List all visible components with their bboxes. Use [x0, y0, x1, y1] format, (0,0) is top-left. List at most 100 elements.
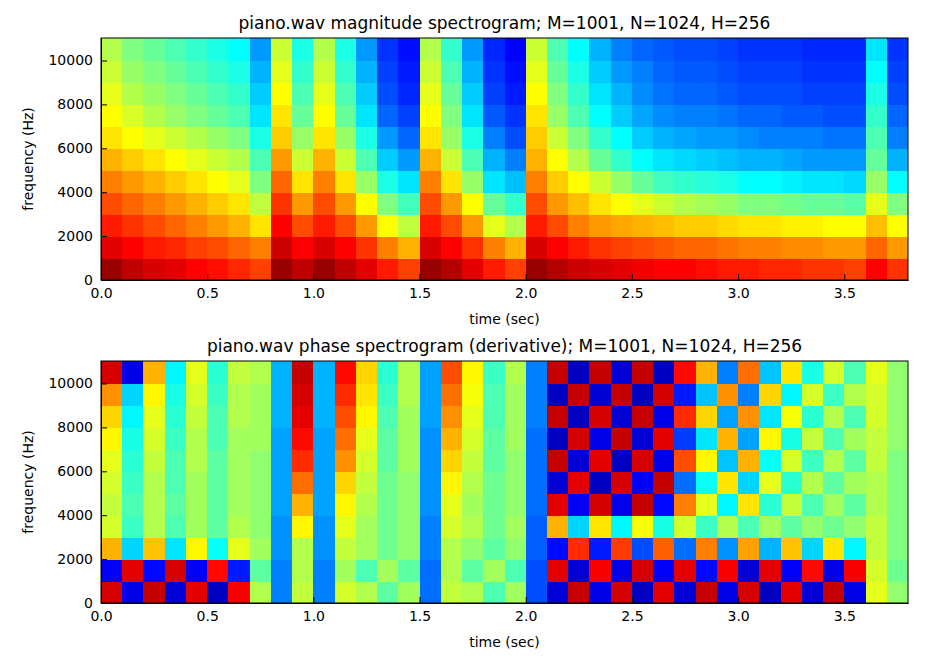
heatmap-cell	[356, 214, 378, 236]
heatmap-cell	[632, 236, 654, 258]
heatmap-cell	[165, 38, 187, 61]
heatmap-cell	[674, 258, 696, 280]
heatmap-cell	[356, 515, 378, 537]
heatmap-cell	[547, 559, 569, 581]
heatmap-cell	[589, 559, 611, 581]
heatmap-cell	[738, 537, 760, 559]
heatmap-cell	[505, 471, 527, 493]
heatmap-cell	[844, 104, 866, 126]
heatmap-cell	[292, 405, 314, 427]
heatmap-cell	[887, 537, 908, 559]
heatmap-cell	[547, 170, 569, 192]
heatmap-cell	[844, 427, 866, 449]
heatmap-cell	[632, 449, 654, 471]
heatmap-cell	[589, 449, 611, 471]
x-tick: 0.5	[197, 274, 219, 301]
heatmap-cell	[335, 170, 357, 192]
heatmap-cell	[271, 427, 293, 449]
heatmap-cell	[547, 104, 569, 126]
heatmap-cell	[759, 559, 781, 581]
heatmap-cell	[611, 60, 633, 82]
heatmap-cell	[292, 258, 314, 280]
heatmap-cell	[589, 170, 611, 192]
heatmap-cell	[250, 192, 272, 214]
heatmap-cell	[653, 104, 675, 126]
heatmap-cell	[165, 361, 187, 384]
heatmap-cell	[759, 537, 781, 559]
heatmap-cell	[887, 361, 908, 384]
x-tick-mark	[313, 274, 314, 280]
heatmap-cell	[377, 493, 399, 515]
heatmap-cell	[844, 471, 866, 493]
heatmap-cell	[611, 361, 633, 384]
heatmap-cell	[887, 148, 908, 170]
y-tick: 0	[84, 272, 107, 288]
heatmap-cell	[292, 126, 314, 148]
heatmap-cell	[228, 126, 250, 148]
heatmap-cell	[547, 427, 569, 449]
x-tick: 3.0	[727, 274, 749, 301]
heatmap-cell	[462, 361, 484, 384]
heatmap-cell	[462, 258, 484, 280]
heatmap-cell	[483, 405, 505, 427]
heatmap-cell	[696, 170, 718, 192]
heatmap-cell	[356, 236, 378, 258]
heatmap-cell	[632, 405, 654, 427]
heatmap-cell	[696, 427, 718, 449]
heatmap-cell	[143, 148, 165, 170]
heatmap-cell	[483, 449, 505, 471]
heatmap-cell	[356, 126, 378, 148]
heatmap-cell	[674, 427, 696, 449]
heatmap-cell	[441, 214, 463, 236]
heatmap-cell	[887, 170, 908, 192]
heatmap-cell	[377, 383, 399, 405]
heatmap-cell	[781, 559, 803, 581]
heatmap-cell	[101, 104, 123, 126]
heatmap-cell	[547, 405, 569, 427]
heatmap-cell	[271, 126, 293, 148]
x-tick: 3.0	[727, 597, 749, 624]
heatmap-cell	[313, 148, 335, 170]
heatmap-cell	[781, 148, 803, 170]
heatmap-cell	[335, 449, 357, 471]
heatmap-cell	[568, 449, 590, 471]
heatmap-cell	[526, 148, 548, 170]
heatmap-cell	[101, 383, 123, 405]
y-tick-label: 8000	[57, 96, 93, 112]
heatmap-cell	[250, 537, 272, 559]
heatmap-cell	[823, 471, 845, 493]
heatmap-cell	[696, 258, 718, 280]
heatmap-cell	[228, 559, 250, 581]
heatmap-cell	[313, 537, 335, 559]
y-tick-mark	[101, 427, 107, 428]
heatmap-cell	[802, 126, 824, 148]
heatmap-cell	[887, 471, 908, 493]
heatmap-cell	[483, 126, 505, 148]
heatmap-cell	[759, 60, 781, 82]
heatmap-cell	[483, 361, 505, 384]
heatmap-cell	[674, 192, 696, 214]
heatmap-cell	[887, 214, 908, 236]
heatmap-cell	[122, 170, 144, 192]
heatmap-cell	[250, 38, 272, 61]
heatmap-cell	[335, 471, 357, 493]
heatmap-cell	[823, 82, 845, 104]
heatmap-cell	[738, 214, 760, 236]
heatmap-cell	[377, 214, 399, 236]
heatmap-cell	[101, 449, 123, 471]
x-tick: 0.5	[197, 597, 219, 624]
x-tick: 3.5	[834, 274, 856, 301]
chart: 0.00.51.01.52.02.53.03.50200040006000800…	[20, 13, 909, 327]
heatmap-cell	[207, 493, 229, 515]
heatmap-cell	[823, 258, 845, 280]
heatmap-cell	[462, 427, 484, 449]
heatmap-cell	[547, 82, 569, 104]
heatmap-cell	[674, 214, 696, 236]
heatmap-cell	[674, 537, 696, 559]
heatmap-cell	[696, 38, 718, 61]
heatmap-cell	[653, 258, 675, 280]
x-tick-label: 0.5	[197, 285, 219, 301]
heatmap-cell	[759, 214, 781, 236]
heatmap-cell	[759, 361, 781, 384]
heatmap-cell	[738, 192, 760, 214]
